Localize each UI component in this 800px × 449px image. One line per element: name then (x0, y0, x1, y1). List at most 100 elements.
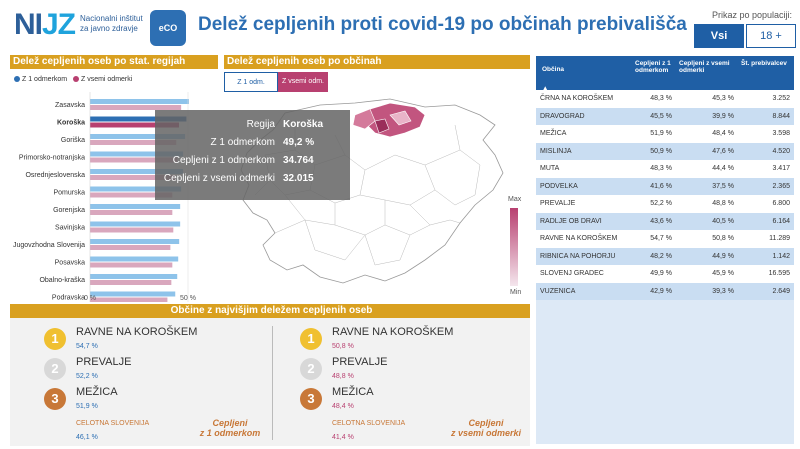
tooltip-row-vaccinated-first: Cepljeni z 1 odmerkom 34.764 (163, 152, 342, 170)
region-label: Osrednjeslovenska (25, 172, 85, 179)
table-cell: 49,9 % (650, 270, 672, 277)
table-row[interactable]: VUZENICA 42,9 % 39,3 % 2.649 (536, 282, 794, 300)
page-title: Delež cepljenih proti covid-19 po občina… (198, 14, 687, 35)
header-population[interactable]: Št. prebivalcev (741, 60, 787, 67)
header-all-doses[interactable]: Cepljeni z vsemi odmerki (679, 60, 730, 74)
header-municipality[interactable]: Občina ▲ (536, 56, 632, 92)
region-label: Savinjska (55, 225, 85, 232)
nijz-logo-subtitle: Nacionalni inštitut za javno zdravje (80, 14, 143, 33)
table-cell: 4.520 (772, 147, 790, 155)
table-row[interactable]: ČRNA NA KOROŠKEM 48,3 % 45,3 % 3.252 (536, 90, 794, 108)
legend-first-dose: Z 1 odmerkom (22, 76, 68, 83)
panel-divider (272, 326, 273, 440)
bar-first-dose[interactable] (90, 99, 189, 104)
rank-badge: 3 (300, 388, 322, 410)
table-cell: 51,9 % (650, 130, 672, 137)
bar-all-doses[interactable] (90, 175, 176, 180)
bar-first-dose[interactable] (90, 204, 181, 209)
rank-municipality-name: RAVNE NA KOROŠKEM (76, 326, 198, 338)
table-cell: 48,3 % (650, 95, 672, 102)
table-row[interactable]: RAVNE NA KOROŠKEM 54,7 % 50,8 % 11.289 (536, 230, 794, 248)
table-cell: 54,7 % (650, 235, 672, 242)
table-cell: 42,9 % (650, 287, 672, 295)
table-row[interactable]: MISLINJA 50,9 % 47,6 % 4.520 (536, 142, 794, 160)
map-first-dose-button[interactable]: Z 1 odm. (224, 72, 278, 92)
bar-all-doses[interactable] (90, 210, 173, 215)
table-cell: 40,5 % (712, 217, 734, 225)
scale-max-label: Max (508, 196, 522, 203)
bar-first-dose[interactable] (90, 274, 178, 279)
table-row[interactable]: DRAVOGRAD 45,5 % 39,9 % 8.844 (536, 107, 794, 125)
table-row[interactable]: MEŽICA 51,9 % 48,4 % 3.598 (536, 125, 794, 143)
tooltip-row-first-dose: Z 1 odmerkom 49,2 % (163, 134, 342, 152)
tooltip-row-region: Regija Koroška (163, 116, 342, 134)
region-label: Podravska (52, 295, 85, 302)
tooltip-value: 49,2 % (283, 137, 315, 148)
table-cell: PREVALJE (540, 200, 576, 207)
bar-all-doses[interactable] (90, 262, 173, 268)
bar-all-doses[interactable] (90, 122, 179, 128)
table-cell: 45,9 % (712, 270, 734, 277)
table-cell: 44,4 % (712, 165, 734, 172)
sort-ascending-icon[interactable]: ▲ (542, 85, 549, 92)
table-row[interactable]: MUTA 48,3 % 44,4 % 3.417 (536, 160, 794, 178)
total-slovenia-label: CELOTNA SLOVENIJA (76, 420, 150, 427)
legend-dot-all-doses (72, 76, 79, 83)
header-first-dose[interactable]: Cepljeni z 1 odmerkom (635, 60, 671, 74)
population-18plus-button[interactable]: 18 + (746, 24, 796, 48)
table-row[interactable]: PODVELKA 41,6 % 37,5 % 2.365 (536, 177, 794, 195)
bar-first-dose[interactable] (90, 134, 186, 139)
table-cell: VUZENICA (540, 287, 576, 295)
map-koroska-municipality[interactable] (389, 110, 412, 126)
rank-municipality-name: MEŽICA (76, 386, 118, 398)
map-all-doses-button[interactable]: Z vsemi odm. (278, 72, 328, 92)
table-background (536, 296, 794, 444)
bar-first-dose[interactable] (90, 291, 176, 297)
table-row[interactable]: RIBNICA NA POHORJU 48,2 % 44,9 % 1.142 (536, 247, 794, 265)
table-cell: 39,3 % (712, 287, 734, 295)
bar-all-doses[interactable] (90, 245, 171, 250)
region-label: Goriška (61, 137, 85, 144)
table-row[interactable]: SLOVENJ GRADEC 49,9 % 45,9 % 16.595 (536, 265, 794, 283)
bar-first-dose[interactable] (90, 256, 179, 262)
rank-badge: 1 (44, 328, 66, 350)
table-cell: RIBNICA NA POHORJU (540, 252, 616, 260)
region-label: Jugovzhodna Slovenija (13, 242, 85, 249)
rank-municipality-name: MEŽICA (332, 386, 374, 398)
rank-value: 52,2 % (76, 373, 98, 380)
bar-all-doses[interactable] (90, 105, 182, 110)
region-label: Obalno-kraška (39, 277, 85, 284)
table-row[interactable]: PREVALJE 52,2 % 48,8 % 6.800 (536, 195, 794, 213)
table-row[interactable]: RADLJE OB DRAVI 43,6 % 40,5 % 6.164 (536, 212, 794, 230)
legend-dot-first-dose (14, 76, 20, 83)
bar-all-doses[interactable] (90, 157, 178, 163)
nijz-logo: NIJZ (14, 8, 76, 41)
bar-first-dose[interactable] (90, 221, 181, 227)
table-cell: 50,8 % (712, 235, 734, 242)
bar-all-doses[interactable] (90, 140, 177, 145)
map-koroska-municipality[interactable] (352, 108, 376, 130)
bar-all-doses[interactable] (90, 192, 173, 198)
table-cell: RAVNE NA KOROŠKEM (540, 235, 618, 242)
table-cell: 8.844 (772, 112, 790, 120)
table-cell: PODVELKA (540, 182, 578, 190)
bar-first-dose[interactable] (90, 116, 187, 122)
bar-first-dose[interactable] (90, 151, 184, 157)
map-koroska-municipality[interactable] (374, 118, 390, 134)
bar-first-dose[interactable] (90, 169, 184, 174)
table-cell: 47,6 % (712, 147, 734, 155)
tooltip-key: Cepljeni z vsemi odmerki (163, 173, 275, 184)
bar-first-dose[interactable] (90, 186, 182, 192)
region-label: Primorsko-notranjska (19, 155, 85, 162)
total-slovenia-value: 41,4 % (332, 434, 354, 441)
bar-all-doses[interactable] (90, 297, 168, 303)
table-header: Občina ▲ Cepljeni z 1 odmerkom Cepljeni z… (536, 56, 794, 92)
rank-badge: 3 (44, 388, 66, 410)
table-cell: SLOVENJ GRADEC (540, 270, 604, 277)
population-all-button[interactable]: Vsi (694, 24, 744, 48)
bar-all-doses[interactable] (90, 280, 172, 285)
bar-first-dose[interactable] (90, 239, 180, 244)
scale-min-label: Min (510, 289, 522, 296)
bar-all-doses[interactable] (90, 227, 174, 233)
chart-legend: Z 1 odmerkom Z vsemi odmerki (14, 76, 132, 83)
